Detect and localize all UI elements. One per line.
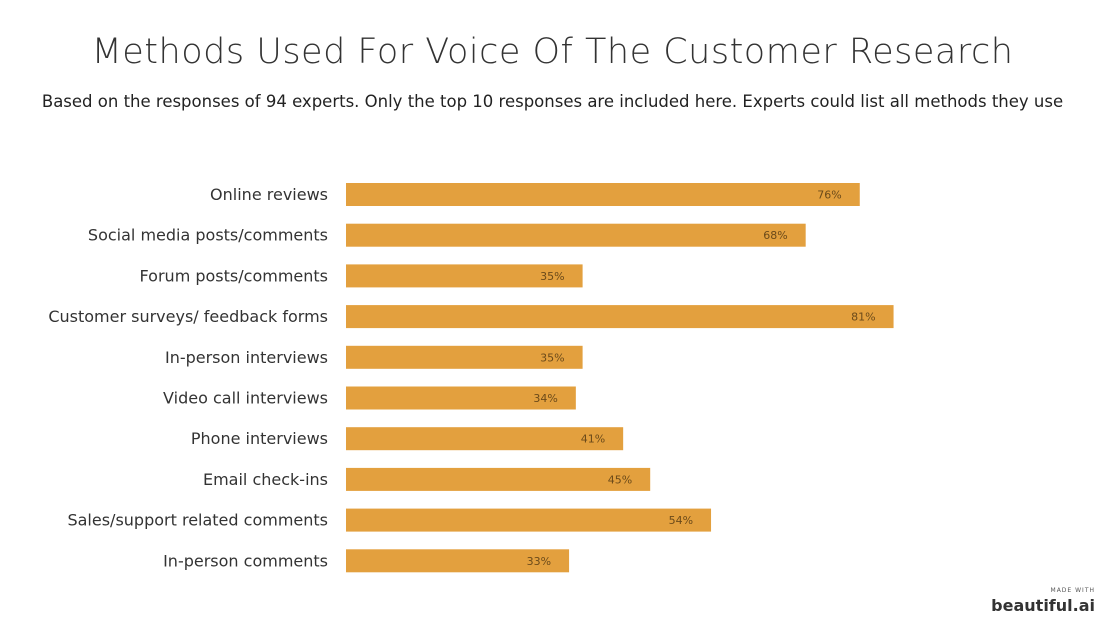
category-label: Email check-ins	[203, 470, 328, 489]
bar	[346, 386, 576, 410]
bars-group: Online reviews 76% Social media posts/comm…	[48, 183, 894, 573]
bar	[346, 549, 570, 573]
bar	[346, 183, 860, 206]
chart-subtitle: Based on the responses of 94 experts. On…	[41, 92, 1064, 111]
value-label: 54%	[669, 514, 693, 527]
category-label: Online reviews	[210, 185, 328, 204]
bar	[346, 264, 583, 288]
branding-made-with: MADE WITH	[1050, 587, 1095, 594]
value-label: 35%	[540, 270, 564, 283]
value-label: 68%	[763, 229, 787, 242]
value-label: 81%	[851, 311, 875, 324]
bar	[346, 345, 583, 369]
category-label: Phone interviews	[191, 429, 328, 448]
value-label: 45%	[608, 473, 632, 486]
value-label: 41%	[581, 433, 605, 446]
bar	[346, 508, 712, 532]
value-label: 35%	[540, 351, 564, 364]
bar	[346, 427, 624, 451]
branding-logo: beautiful.ai	[991, 596, 1095, 615]
category-label: Customer surveys/ feedback forms	[48, 307, 328, 326]
category-label: Forum posts/comments	[140, 266, 328, 285]
category-label: Social media posts/comments	[88, 226, 328, 245]
chart-title: Methods Used For Voice Of The Customer R…	[91, 32, 1014, 72]
value-label: 34%	[533, 392, 557, 405]
bar	[346, 467, 651, 491]
bar	[346, 223, 806, 247]
category-label: In-person interviews	[165, 348, 328, 367]
branding: MADE WITH beautiful.ai	[991, 587, 1095, 615]
value-label: 33%	[527, 555, 551, 568]
category-label: Sales/support related comments	[67, 511, 328, 530]
bar	[346, 305, 894, 329]
value-label: 76%	[817, 189, 841, 202]
category-label: Video call interviews	[163, 389, 328, 408]
category-label: In-person comments	[163, 551, 328, 570]
